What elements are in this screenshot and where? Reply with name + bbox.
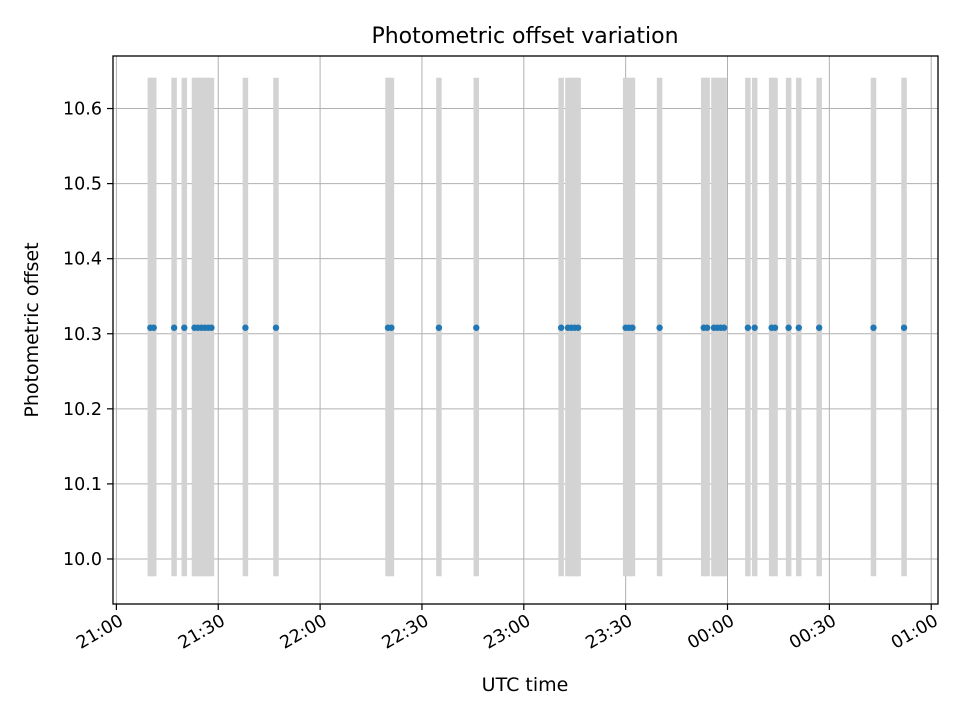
plot-frame <box>112 55 939 605</box>
data-point <box>388 324 395 331</box>
y-axis-label: Photometric offset <box>21 242 43 417</box>
data-point <box>815 324 823 331</box>
data-point <box>785 324 792 331</box>
y-tick-label: 10.3 <box>63 325 102 345</box>
data-point <box>574 324 582 331</box>
data-point <box>900 324 908 331</box>
data-point <box>870 324 877 331</box>
y-tick-label: 10.4 <box>63 250 102 270</box>
data-point <box>557 324 565 331</box>
data-point <box>720 324 728 331</box>
y-tick-label: 10.1 <box>63 475 102 495</box>
y-tick-label: 10.6 <box>63 100 102 120</box>
data-point <box>703 324 711 331</box>
data-point <box>629 324 636 331</box>
data-point <box>795 324 803 331</box>
chart-title: Photometric offset variation <box>371 24 678 49</box>
x-axis-label: UTC time <box>482 674 569 696</box>
data-point <box>771 324 779 331</box>
data-point <box>435 324 443 331</box>
y-tick-label: 10.5 <box>63 175 102 195</box>
data-point <box>473 324 480 331</box>
data-point <box>242 324 249 331</box>
y-tick-label: 10.2 <box>63 400 102 420</box>
y-tick-label: 10.0 <box>63 550 102 570</box>
data-point <box>208 324 215 331</box>
data-points <box>147 324 908 331</box>
data-point <box>272 324 280 331</box>
data-point <box>181 324 188 331</box>
data-point <box>744 324 752 331</box>
data-point <box>150 324 157 331</box>
data-point <box>751 324 758 331</box>
y-axis-ticks: 10.0 10.1 10.2 10.3 10.4 10.5 10.6 <box>63 100 113 570</box>
data-point <box>170 324 178 331</box>
data-point <box>656 324 663 331</box>
